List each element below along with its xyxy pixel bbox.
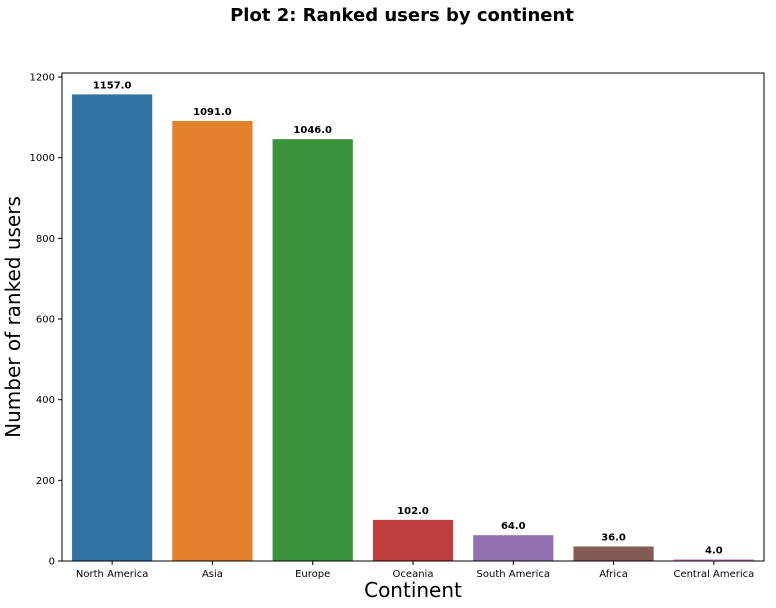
x-axis-ticks: North America Asia Europe Oceania South Amer… (76, 561, 754, 580)
x-tick-label: Oceania (393, 569, 434, 580)
y-tick-label: 400 (36, 395, 55, 406)
chart-title: Plot 2: Ranked users by continent (230, 5, 574, 26)
x-tick-label: South America (477, 569, 551, 580)
x-axis-label: Continent (364, 578, 462, 602)
x-tick-label: Asia (202, 569, 223, 580)
bar-value-label: 4.0 (705, 545, 723, 556)
bar-value-label: 64.0 (501, 521, 526, 532)
bar-south-america (473, 535, 554, 561)
plot-frame (61, 72, 765, 562)
bar-value-label: 36.0 (601, 532, 626, 543)
x-tick-label: Africa (599, 569, 628, 580)
y-axis-ticks: 0 200 400 600 800 1000 1200 (30, 73, 62, 568)
bar-value-labels: 1157.0 1091.0 1046.0 102.0 64.0 36.0 4.0 (93, 80, 723, 556)
bar-europe (272, 139, 353, 561)
bar-value-label: 1091.0 (193, 107, 232, 118)
bars-group (72, 94, 754, 562)
y-tick-label: 0 (49, 557, 55, 568)
y-tick-label: 600 (36, 315, 55, 326)
bar-value-label: 1157.0 (93, 80, 132, 91)
y-tick-label: 200 (36, 476, 55, 487)
bar-value-label: 1046.0 (293, 125, 332, 136)
bar-asia (172, 120, 253, 562)
y-tick-label: 1200 (30, 73, 55, 84)
bar-north-america (72, 94, 153, 561)
y-axis-label: Number of ranked users (1, 196, 25, 438)
x-tick-label: Europe (295, 569, 330, 580)
x-tick-label: Central America (673, 569, 754, 580)
bar-central-america (673, 559, 754, 561)
bar-oceania (372, 519, 454, 561)
y-tick-label: 800 (36, 234, 55, 245)
bar-value-label: 102.0 (397, 506, 429, 517)
y-tick-label: 1000 (30, 153, 55, 164)
x-tick-label: North America (76, 569, 148, 580)
bar-africa (573, 546, 654, 561)
